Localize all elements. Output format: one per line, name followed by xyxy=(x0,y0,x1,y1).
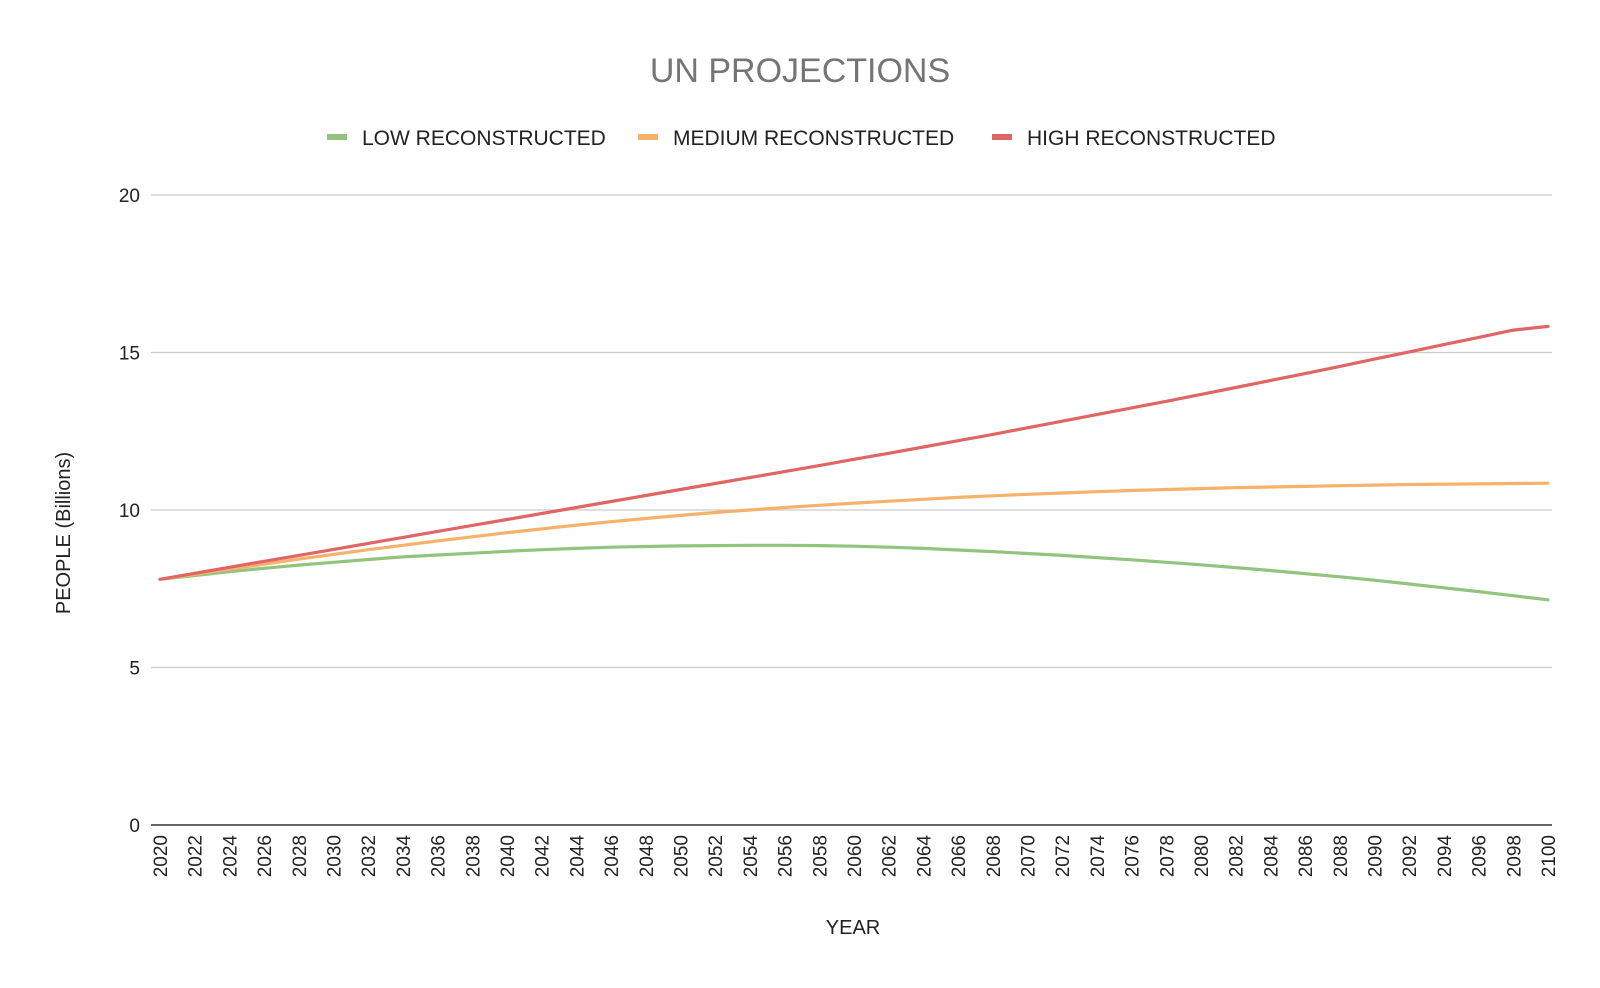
x-tick-label: 2058 xyxy=(810,835,831,877)
legend-label: HIGH RECONSTRUCTED xyxy=(1027,127,1276,150)
y-tick-label: 10 xyxy=(119,501,140,522)
x-tick-label: 2034 xyxy=(394,835,415,878)
y-tick-label: 0 xyxy=(129,816,140,837)
x-tick-label: 2050 xyxy=(672,835,693,877)
series-line-2 xyxy=(158,324,1550,581)
x-tick-label: 2090 xyxy=(1366,835,1387,877)
x-tick-label: 2088 xyxy=(1331,835,1352,877)
chart-title: UN PROJECTIONS xyxy=(650,52,950,90)
x-tick-label: 2064 xyxy=(914,835,935,878)
y-tick-label: 15 xyxy=(119,344,140,365)
legend-item-2: HIGH RECONSTRUCTED xyxy=(992,127,1276,150)
x-tick-label: 2044 xyxy=(567,835,588,878)
x-axis-ticks: 2020 2022 2024 2026 2028 2030 2032 2034 2036 2038… xyxy=(151,835,1560,878)
x-tick-label: 2096 xyxy=(1470,835,1491,877)
x-tick-label: 2038 xyxy=(463,835,484,877)
x-tick-label: 2068 xyxy=(984,835,1005,877)
x-tick-label: 2022 xyxy=(186,835,207,877)
x-tick-label: 2076 xyxy=(1123,835,1144,877)
x-tick-label: 2048 xyxy=(637,835,658,877)
gridlines xyxy=(151,194,1552,669)
x-tick-label: 2066 xyxy=(949,835,970,877)
x-tick-label: 2026 xyxy=(255,835,276,877)
legend-item-0: LOW RECONSTRUCTED xyxy=(327,127,606,150)
series-line-0 xyxy=(158,543,1550,602)
x-tick-label: 2056 xyxy=(776,835,797,877)
x-tick-label: 2078 xyxy=(1157,835,1178,877)
x-tick-label: 2072 xyxy=(1053,835,1074,877)
legend-item-1: MEDIUM RECONSTRUCTED xyxy=(638,127,954,150)
series-line-1 xyxy=(158,481,1550,581)
legend-label: MEDIUM RECONSTRUCTED xyxy=(673,127,954,150)
x-tick-label: 2036 xyxy=(429,835,450,877)
x-tick-label: 2086 xyxy=(1296,835,1317,877)
x-tick-label: 2054 xyxy=(741,835,762,878)
y-axis-ticks: 0 5 10 15 20 xyxy=(119,186,140,837)
series-lines xyxy=(158,324,1550,602)
x-tick-label: 2020 xyxy=(151,835,172,877)
legend: LOW RECONSTRUCTED MEDIUM RECONSTRUCTED HIG… xyxy=(327,127,1276,150)
x-tick-label: 2062 xyxy=(880,835,901,877)
x-tick-label: 2074 xyxy=(1088,835,1109,878)
x-tick-label: 2092 xyxy=(1400,835,1421,877)
x-tick-label: 2030 xyxy=(325,835,346,877)
x-tick-label: 2084 xyxy=(1261,835,1282,878)
x-tick-label: 2028 xyxy=(290,835,311,877)
legend-label: LOW RECONSTRUCTED xyxy=(362,127,606,150)
x-tick-label: 2042 xyxy=(533,835,554,877)
x-tick-label: 2082 xyxy=(1227,835,1248,877)
x-tick-label: 2052 xyxy=(706,835,727,877)
x-tick-label: 2060 xyxy=(845,835,866,877)
x-tick-label: 2070 xyxy=(1019,835,1040,877)
x-tick-label: 2024 xyxy=(220,835,241,878)
x-tick-label: 2032 xyxy=(359,835,380,877)
y-axis-title: PEOPLE (Billions) xyxy=(53,452,75,614)
x-axis-title: YEAR xyxy=(826,917,880,939)
x-tick-label: 2046 xyxy=(602,835,623,877)
x-tick-label: 2040 xyxy=(498,835,519,877)
x-tick-label: 2098 xyxy=(1504,835,1525,877)
x-tick-label: 2080 xyxy=(1192,835,1213,877)
x-tick-label: 2100 xyxy=(1539,835,1560,877)
x-tick-label: 2094 xyxy=(1435,835,1456,878)
y-tick-label: 5 xyxy=(129,659,140,680)
y-tick-label: 20 xyxy=(119,186,140,207)
